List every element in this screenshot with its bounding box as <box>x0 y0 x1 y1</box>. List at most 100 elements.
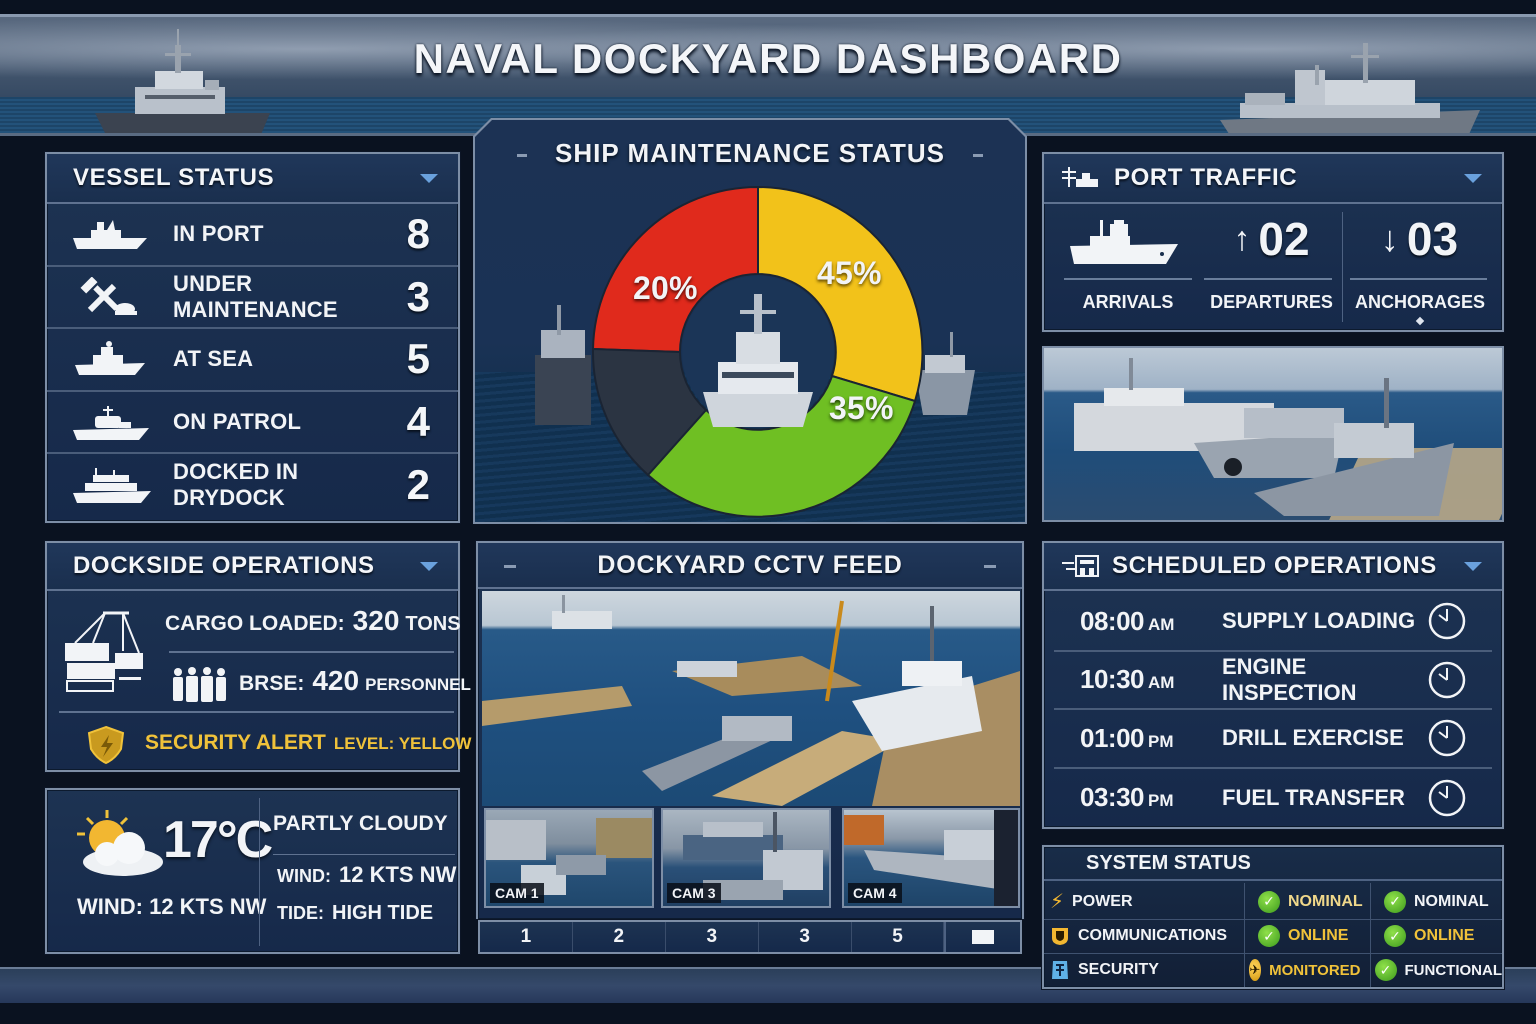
anchorages-value: 03 <box>1406 213 1459 265</box>
vessel-row-label: AT SEA <box>173 346 254 372</box>
dockside-title: DOCKSIDE OPERATIONS <box>73 552 375 579</box>
check-circle-icon: ✓ <box>1374 959 1397 981</box>
vertical-divider <box>1342 212 1343 322</box>
vessel-row-count: 8 <box>406 210 430 258</box>
clock-icon <box>1428 720 1466 757</box>
donut-label-red: 20% <box>633 270 698 306</box>
vessel-status-panel: VESSEL STATUS IN PORT 8 UNDER MAINTENANC… <box>45 152 460 523</box>
ship-maintenance-panel: SHIP MAINTENANCE STATUS 20 <box>473 118 1027 524</box>
schedule-ampm: PM <box>1148 791 1174 811</box>
vessel-row-label: DOCKED IN DRYDOCK <box>173 459 299 511</box>
schedule-time: 08:00 <box>1080 605 1145 636</box>
anchorages-indicator-icon <box>1415 316 1425 326</box>
minimize-dash-left-icon <box>517 154 527 157</box>
ship-maintenance-title: SHIP MAINTENANCE STATUS <box>555 138 945 168</box>
arrivals-divider <box>1064 278 1192 280</box>
port-ships-photo <box>1042 346 1504 522</box>
system-name: POWER <box>1072 892 1133 910</box>
schedule-time-wrap: 08:00 AM <box>1080 606 1202 637</box>
ship-at-sea-icon <box>73 339 153 379</box>
maintenance-tools-icon <box>73 276 153 317</box>
cargo-value: 320 <box>352 605 400 636</box>
cctv-page-button[interactable]: 3 <box>666 922 759 952</box>
minimize-dash-right-icon <box>973 154 983 157</box>
dockside-dropdown-caret-icon[interactable] <box>420 561 438 571</box>
down-arrow-icon: ↓ <box>1380 218 1399 259</box>
vessel-row-under-maintenance[interactable]: UNDER MAINTENANCE 3 <box>47 267 458 329</box>
vessel-row-drydock[interactable]: DOCKED IN DRYDOCK 2 <box>47 454 458 517</box>
cctv-fullscreen-button[interactable] <box>944 922 1020 952</box>
temperature-value: 17°C <box>163 811 273 869</box>
security-icon <box>1052 961 1068 979</box>
arrivals-ship-icon <box>1070 220 1178 264</box>
security-alert-row: SECURITY ALERT LEVEL: YELLOW <box>145 731 471 755</box>
vessel-row-count: 3 <box>406 272 430 320</box>
port-traffic-dropdown-caret-icon[interactable] <box>1464 173 1482 183</box>
schedule-item[interactable]: 08:00 AM SUPPLY LOADING <box>1054 593 1492 652</box>
donut-segment-gray <box>593 349 706 475</box>
personnel-value: 420 <box>312 665 360 696</box>
schedule-ampm: AM <box>1148 673 1175 693</box>
system-status-panel: SYSTEM STATUS ⚡ POWER ✓ NOMINAL ✓ NOMINA… <box>1042 845 1504 989</box>
schedule-time-wrap: 01:00 PM <box>1080 723 1202 754</box>
lightning-icon: ⚡ <box>1050 891 1065 913</box>
system-row-security: SECURITY ✈ MONITORED ✓ FUNCTIONAL <box>1044 953 1502 986</box>
dockside-divider <box>59 711 454 713</box>
warship-right-image <box>1220 43 1480 133</box>
system-status-cell: ✓ NOMINAL <box>1244 885 1370 918</box>
schedule-time: 10:30 <box>1080 664 1145 695</box>
system-status-value: MONITORED <box>1269 961 1361 979</box>
cctv-header: DOCKYARD CCTV FEED <box>478 543 1022 589</box>
schedule-list: 08:00 AM SUPPLY LOADING 10:30 AM ENGINE IN… <box>1044 591 1502 827</box>
drydock-ship-icon <box>73 465 153 505</box>
vessel-status-title: VESSEL STATUS <box>73 164 275 191</box>
scheduled-operations-panel: SCHEDULED OPERATIONS 08:00 AM SUPPLY LOAD… <box>1042 541 1504 829</box>
donut-label-green: 35% <box>829 390 894 426</box>
cargo-crane-icon <box>65 611 143 692</box>
wind-summary: WIND: 12 KTS NW <box>77 894 267 919</box>
tide-label: TIDE: <box>277 903 324 923</box>
cctv-thumb-cam3[interactable]: CAM 3 <box>661 808 831 908</box>
departures-metric[interactable]: ↑ 02 <box>1209 212 1334 266</box>
schedule-item[interactable]: 03:30 PM FUEL TRANSFER <box>1054 769 1492 828</box>
cctv-thumb-cam1[interactable]: CAM 1 <box>484 808 654 908</box>
cctv-page-button[interactable]: 5 <box>852 922 945 952</box>
header-banner: NAVAL DOCKYARD DASHBOARD <box>0 14 1536 136</box>
vessel-status-list: IN PORT 8 UNDER MAINTENANCE 3 AT SEA 5 O… <box>47 204 458 517</box>
vessel-row-in-port[interactable]: IN PORT 8 <box>47 204 458 267</box>
schedule-item[interactable]: 01:00 PM DRILL EXERCISE <box>1054 710 1492 769</box>
system-status-cell: ✓ ONLINE <box>1370 920 1502 952</box>
anchorages-metric[interactable]: ↓ 03 <box>1352 212 1487 266</box>
schedule-ampm: PM <box>1148 731 1174 751</box>
schedule-header: SCHEDULED OPERATIONS <box>1044 543 1502 591</box>
cctv-page-button[interactable]: 3 <box>759 922 852 952</box>
schedule-label: ENGINE INSPECTION <box>1222 653 1357 705</box>
side-ship-left-image <box>527 300 597 430</box>
check-circle-icon: ✓ <box>1384 890 1406 913</box>
cctv-thumb-cam4[interactable]: CAM 4 <box>842 808 1020 908</box>
schedule-label: SUPPLY LOADING <box>1222 608 1416 634</box>
cargo-loaded-row: CARGO LOADED: 320 TONS <box>165 605 461 637</box>
fullscreen-icon <box>972 930 995 944</box>
schedule-dropdown-caret-icon[interactable] <box>1464 561 1482 571</box>
cctv-main-feed[interactable] <box>482 591 1020 806</box>
cctv-page-button[interactable]: 2 <box>573 922 666 952</box>
vessel-row-at-sea[interactable]: AT SEA 5 <box>47 329 458 392</box>
clock-icon <box>1428 661 1466 698</box>
vessel-row-on-patrol[interactable]: ON PATROL 4 <box>47 392 458 454</box>
header-sky <box>0 17 1536 97</box>
weather-divider <box>259 798 260 946</box>
weather-divider-h <box>273 854 455 855</box>
cctv-pagination: 1 2 3 3 5 <box>478 920 1022 954</box>
cctv-page-button[interactable]: 1 <box>480 922 573 952</box>
schedule-item[interactable]: 10:30 AM ENGINE INSPECTION <box>1054 652 1492 710</box>
vessel-row-label: IN PORT <box>173 221 264 247</box>
vessel-status-dropdown-caret-icon[interactable] <box>420 173 438 183</box>
partly-cloudy-icon <box>77 810 163 876</box>
system-status-col-divider <box>1244 883 1245 987</box>
system-status-cell: ✓ ONLINE <box>1244 920 1370 952</box>
side-ship-right-image <box>915 330 985 420</box>
personnel-unit: PERSONNEL <box>365 675 471 694</box>
anchorages-label: ANCHORAGES <box>1354 292 1485 312</box>
vessel-row-count: 2 <box>406 461 430 509</box>
